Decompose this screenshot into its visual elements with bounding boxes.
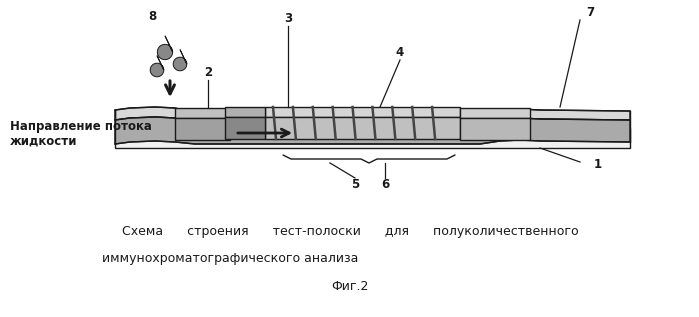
Polygon shape [460, 118, 530, 140]
Text: 4: 4 [396, 46, 404, 59]
Polygon shape [265, 107, 460, 117]
Text: иммунохроматографического анализа: иммунохроматографического анализа [102, 252, 358, 265]
Polygon shape [460, 108, 530, 118]
Text: жидкости: жидкости [10, 135, 78, 148]
Polygon shape [150, 55, 164, 77]
Text: Направление потока: Направление потока [10, 120, 152, 133]
Polygon shape [175, 108, 230, 118]
Polygon shape [225, 117, 265, 139]
Polygon shape [175, 118, 230, 140]
Polygon shape [157, 36, 173, 60]
Text: 2: 2 [204, 66, 212, 79]
Text: 6: 6 [381, 178, 389, 191]
Polygon shape [115, 117, 630, 144]
Text: 7: 7 [586, 5, 594, 18]
Text: Схема      строения      тест-полоски      для      полуколичественного: Схема строения тест-полоски для полуколи… [122, 225, 578, 238]
Polygon shape [115, 107, 630, 124]
Text: 1: 1 [594, 158, 602, 171]
Text: 5: 5 [351, 178, 359, 191]
Text: Фиг.2: Фиг.2 [331, 280, 368, 293]
Polygon shape [225, 107, 265, 117]
Polygon shape [265, 117, 460, 139]
Text: 3: 3 [284, 11, 292, 24]
Polygon shape [115, 128, 630, 138]
Text: 8: 8 [148, 10, 156, 23]
Polygon shape [173, 49, 187, 71]
Polygon shape [115, 138, 630, 148]
